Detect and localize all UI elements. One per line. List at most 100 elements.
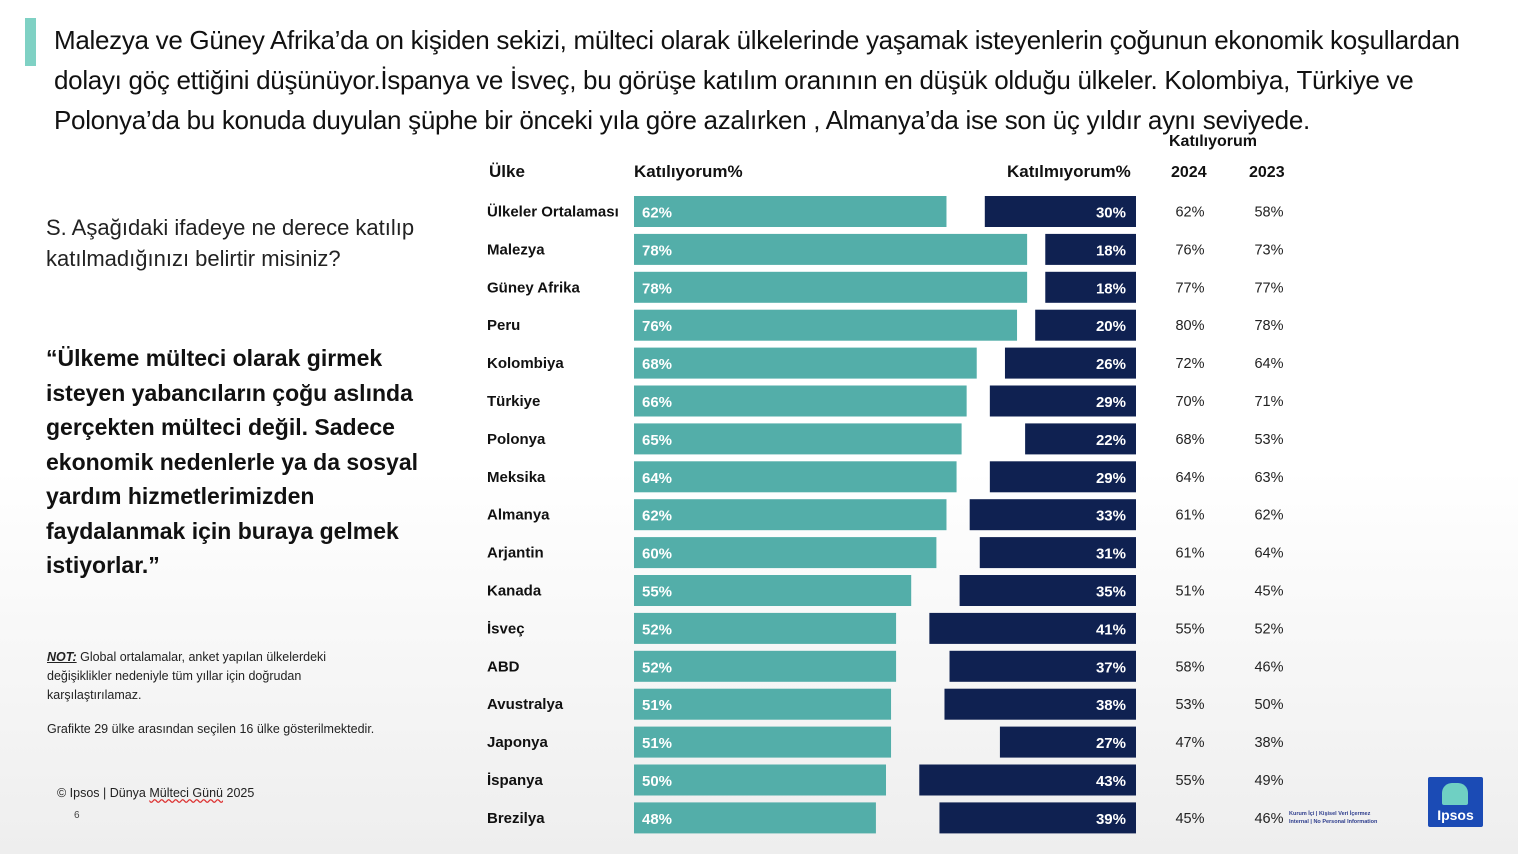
disagree-value-label: 35% — [1096, 584, 1126, 601]
agree-2024-value: 64% — [1175, 470, 1204, 486]
agree-2023-value: 58% — [1254, 205, 1283, 221]
classification-label: Kurum İçi | Kişisel Veri İçermez Interna… — [1289, 810, 1377, 826]
agree-2024-value: 55% — [1175, 621, 1204, 637]
agree-bar — [634, 726, 892, 758]
agree-2023-value: 53% — [1254, 432, 1283, 448]
disagree-bar — [1035, 309, 1136, 341]
disagree-value-label: 31% — [1096, 546, 1126, 563]
disagree-value-label: 22% — [1096, 432, 1126, 449]
disagree-bar — [984, 196, 1136, 227]
agree-bar — [634, 575, 912, 606]
agree-bar — [634, 271, 1028, 303]
classification-line-1: Kurum İçi | Kişisel Veri İçermez — [1289, 811, 1371, 817]
disagree-value-label: 26% — [1096, 356, 1126, 373]
agree-2024-value: 53% — [1175, 697, 1204, 713]
country-label: Meksika — [487, 469, 546, 486]
country-label: Avustralya — [487, 696, 564, 713]
country-label: Almanya — [487, 507, 550, 524]
agree-bar — [634, 650, 897, 682]
header-year-2024: 2024 — [1171, 164, 1207, 181]
statement-quote: “Ülkeme mülteci olarak girmek isteyen ya… — [46, 345, 418, 578]
agree-bar — [634, 347, 977, 379]
header-agree: Katılıyorum% — [634, 162, 743, 181]
disagree-value-label: 29% — [1096, 470, 1126, 487]
agree-bar — [634, 802, 876, 834]
disagree-value-label: 18% — [1096, 280, 1126, 297]
header-disagree: Katılmıyorum% — [1007, 162, 1131, 181]
agree-2024-value: 47% — [1175, 735, 1204, 751]
disagree-bar — [979, 537, 1136, 569]
agree-bar — [634, 385, 967, 417]
country-label: İspanya — [487, 772, 544, 789]
agree-2023-value: 64% — [1254, 356, 1283, 372]
headline: Malezya ve Güney Afrika’da on kişiden se… — [54, 25, 1460, 135]
agree-2023-value: 49% — [1254, 773, 1283, 789]
agree-2024-value: 61% — [1175, 546, 1204, 562]
country-label: Kolombiya — [487, 355, 564, 372]
country-label: İsveç — [487, 620, 525, 637]
disagree-bar — [1004, 347, 1136, 379]
disagree-bar — [1045, 271, 1136, 303]
agree-value-label: 76% — [642, 318, 672, 335]
header-agree-years: Katılıyorum — [1169, 133, 1258, 150]
copyright-event: Mülteci Günü — [149, 786, 224, 800]
agree-2024-value: 58% — [1175, 659, 1204, 675]
ipsos-logo: Ipsos — [1428, 777, 1483, 827]
agree-bar — [634, 612, 897, 644]
agree-bar — [634, 309, 1018, 341]
country-label: Ülkeler Ortalaması — [487, 204, 619, 221]
agree-value-label: 55% — [642, 584, 672, 601]
agree-2024-value: 80% — [1175, 318, 1204, 334]
disagree-bar — [1045, 233, 1136, 265]
agree-2024-value: 62% — [1175, 205, 1204, 221]
agree-2024-value: 45% — [1175, 811, 1204, 827]
agree-value-label: 68% — [642, 356, 672, 373]
agree-value-label: 50% — [642, 773, 672, 790]
agree-2023-value: 78% — [1254, 318, 1283, 334]
agree-2023-value: 63% — [1254, 470, 1283, 486]
agree-2023-value: 38% — [1254, 735, 1283, 751]
agree-value-label: 52% — [642, 621, 672, 638]
agree-2024-value: 72% — [1175, 356, 1204, 372]
agree-value-label: 51% — [642, 697, 672, 714]
note-label: NOT: — [47, 650, 77, 664]
disagree-value-label: 37% — [1096, 659, 1126, 676]
country-label: ABD — [487, 658, 520, 675]
agree-2023-value: 50% — [1254, 697, 1283, 713]
copyright: © Ipsos | Dünya Mülteci Günü 2025 — [57, 786, 254, 800]
logo-text: Ipsos — [1437, 807, 1474, 823]
agree-bar — [634, 233, 1028, 265]
question-text: S. Aşağıdaki ifadeye ne derece katılıp k… — [46, 215, 415, 271]
disagree-value-label: 33% — [1096, 508, 1126, 525]
agree-2023-value: 62% — [1254, 508, 1283, 524]
disagree-value-label: 29% — [1096, 394, 1126, 411]
agree-2024-value: 61% — [1175, 508, 1204, 524]
agree-value-label: 60% — [642, 546, 672, 563]
disagree-value-label: 41% — [1096, 621, 1126, 638]
country-label: Brezilya — [487, 810, 545, 827]
page-number: 6 — [74, 810, 80, 821]
agree-value-label: 52% — [642, 659, 672, 676]
classification-line-2: Internal | No Personal Information — [1289, 819, 1378, 825]
agree-value-label: 78% — [642, 280, 672, 297]
copyright-year: 2025 — [223, 786, 255, 800]
agree-2024-value: 70% — [1175, 394, 1204, 410]
header-country: Ülke — [489, 162, 525, 181]
agree-bar — [634, 461, 957, 493]
header-year-2023: 2023 — [1249, 164, 1285, 181]
agree-value-label: 78% — [642, 242, 672, 259]
disagree-bar — [969, 499, 1136, 531]
agree-bar — [634, 499, 947, 531]
disagree-bar — [939, 802, 1136, 834]
disagree-value-label: 39% — [1096, 811, 1126, 828]
accent-bar — [25, 18, 36, 66]
disagree-bar — [929, 612, 1136, 644]
agree-value-label: 66% — [642, 394, 672, 411]
agree-value-label: 62% — [642, 205, 672, 222]
disagree-bar — [1025, 423, 1136, 455]
country-label: Polonya — [487, 431, 546, 448]
disagree-value-label: 30% — [1096, 205, 1126, 222]
disagree-value-label: 18% — [1096, 242, 1126, 259]
agree-bar — [634, 764, 886, 796]
